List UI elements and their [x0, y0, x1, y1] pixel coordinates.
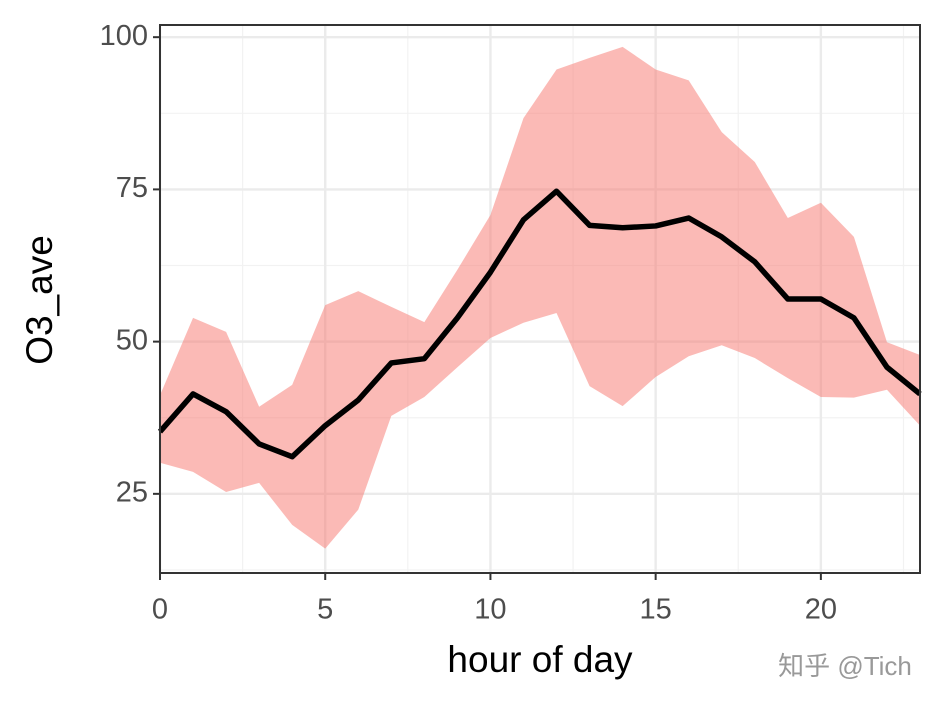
- ribbon: [160, 46, 920, 549]
- panel-border: [159, 24, 921, 574]
- watermark: 知乎 @Tich: [778, 651, 912, 681]
- x-tick-label: 20: [805, 594, 837, 626]
- x-tick-label: 15: [640, 594, 672, 626]
- x-tick-label: 0: [152, 594, 168, 626]
- x-tick-label: 5: [317, 594, 333, 626]
- y-tick-label: 25: [116, 477, 148, 509]
- y-tick-label: 75: [116, 172, 148, 204]
- y-tick-label: 100: [100, 20, 148, 52]
- x-tick-label: 10: [474, 594, 506, 626]
- y-tick-label: 50: [116, 324, 148, 356]
- x-axis-title: hour of day: [447, 639, 633, 680]
- line: [157, 188, 922, 460]
- y-axis-title: O3_ave: [19, 235, 60, 365]
